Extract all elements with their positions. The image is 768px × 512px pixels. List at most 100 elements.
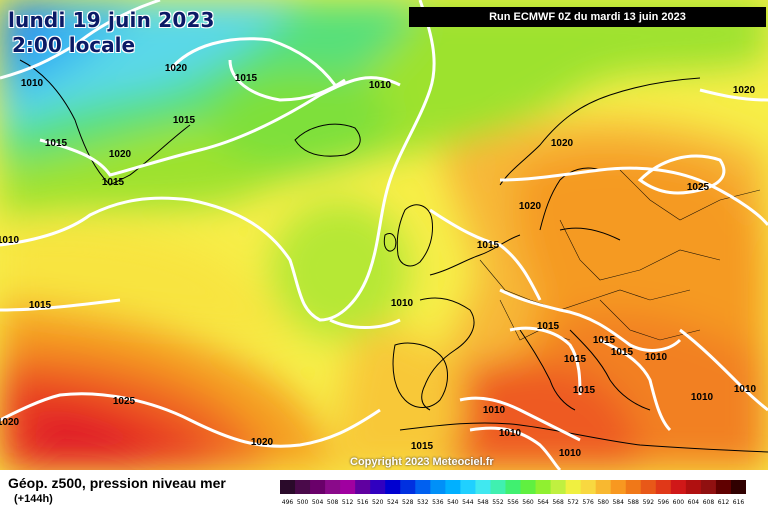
isobar-label: 1020 — [0, 417, 20, 428]
british-isles-coast — [383, 204, 433, 267]
isobar-labels: 1010102010151010101510201015101510201025… — [0, 63, 757, 459]
coastlines — [19, 59, 768, 453]
scale-tick-label: 608 — [703, 499, 715, 506]
scale-tick-label: 528 — [402, 499, 414, 506]
scale-tick-label: 588 — [628, 499, 640, 506]
isobar-label: 1015 — [593, 335, 616, 346]
isobar-line — [499, 288, 682, 352]
isobar-line — [499, 166, 768, 226]
scale-swatch — [370, 480, 386, 494]
scale-tick-label: 564 — [537, 499, 549, 506]
isobar-line — [0, 392, 381, 448]
scale-tick-label: 496 — [282, 499, 294, 506]
isobar-label: 1015 — [611, 347, 634, 358]
isobar-line — [459, 396, 581, 442]
scale-tick-label: 520 — [372, 499, 384, 506]
isobar-line — [228, 59, 346, 102]
scale-tick-label: 600 — [673, 499, 685, 506]
scale-tick-label: 500 — [297, 499, 309, 506]
scandinavia-coast — [499, 77, 701, 241]
isobar-line — [0, 0, 161, 80]
scale-tick-label: 508 — [327, 499, 339, 506]
scale-tick-label: 572 — [567, 499, 579, 506]
run-info-banner: Run ECMWF 0Z du mardi 13 juin 2023 — [409, 7, 766, 27]
scale-tick-label: 536 — [432, 499, 444, 506]
scale-swatch — [280, 480, 296, 494]
isobars — [0, 0, 768, 470]
scale-tick-label: 556 — [507, 499, 519, 506]
scale-tick-label: 516 — [357, 499, 369, 506]
scale-tick-label: 524 — [387, 499, 399, 506]
isobar-label: 1020 — [551, 138, 574, 149]
weather-map: 1010102010151010101510201015101510201025… — [0, 0, 768, 470]
isobar-line — [509, 326, 582, 396]
scale-tick-label: 568 — [552, 499, 564, 506]
scale-swatch — [505, 480, 522, 494]
isobar-line — [429, 208, 542, 301]
scale-tick-label: 612 — [718, 499, 730, 506]
isobar-label: 1020 — [519, 201, 542, 212]
isobar-label: 1020 — [733, 85, 756, 96]
isobar-label: 1025 — [687, 182, 710, 193]
scale-swatch — [475, 480, 491, 494]
isobar-label: 1015 — [411, 441, 434, 452]
scale-tick-label: 512 — [342, 499, 354, 506]
isobar-label: 1015 — [537, 321, 560, 332]
isobar-line — [469, 426, 562, 470]
color-scale: 496 500 504 508 512 516 520 524 528 532 536 540 544 5… — [280, 480, 746, 506]
isobar-label: 1020 — [109, 149, 132, 160]
isobar-label: 1015 — [573, 385, 596, 396]
lead-time-label: (+144h) — [14, 493, 53, 505]
scale-swatch — [625, 480, 642, 494]
forecast-date: lundi 19 juin 2023 — [8, 8, 215, 32]
scale-swatch — [685, 480, 702, 494]
scale-swatch — [550, 480, 567, 494]
scale-swatch — [520, 480, 537, 494]
isobar-label: 1010 — [483, 405, 506, 416]
iceland-coast — [294, 123, 361, 157]
scale-tick-label: 504 — [312, 499, 324, 506]
isobar-label: 1015 — [564, 354, 587, 365]
isobar-label: 1015 — [102, 177, 125, 188]
scale-tick-label: 532 — [417, 499, 429, 506]
scale-swatch — [535, 480, 552, 494]
scale-swatch — [295, 480, 311, 494]
isobar-label: 1010 — [645, 352, 668, 363]
isobar-label: 1010 — [369, 80, 392, 91]
scale-tick-label: 540 — [447, 499, 459, 506]
isobar-label: 1015 — [29, 300, 52, 311]
scale-swatch — [700, 480, 717, 494]
scale-tick-label: 580 — [597, 499, 609, 506]
isobar-line — [699, 88, 768, 102]
isobar-line — [39, 76, 401, 177]
scale-tick-label: 548 — [477, 499, 489, 506]
scale-swatch — [460, 480, 476, 494]
italy-coast — [519, 329, 576, 411]
scale-swatch — [385, 480, 401, 494]
isobar-line — [0, 298, 121, 312]
scale-tick-label: 552 — [492, 499, 504, 506]
isobar-label: 1015 — [477, 240, 500, 251]
isobar-line — [0, 0, 436, 322]
scale-tick-label: 604 — [688, 499, 700, 506]
scale-tick-label: 584 — [612, 499, 624, 506]
scale-tick-label: 544 — [462, 499, 474, 506]
isobar-label: 1015 — [235, 73, 258, 84]
isobar-label: 1010 — [734, 384, 757, 395]
scale-swatch — [715, 480, 732, 494]
north-africa-coast — [399, 422, 768, 453]
isobar-label: 1010 — [499, 428, 522, 439]
scale-tick-label: 596 — [658, 499, 670, 506]
scale-swatch — [415, 480, 431, 494]
scale-swatch — [490, 480, 506, 494]
scale-swatch — [655, 480, 672, 494]
isobar-line — [329, 318, 401, 329]
isobar-line — [599, 338, 672, 432]
scale-swatch — [730, 480, 746, 494]
isobar-line — [168, 37, 337, 86]
scale-swatch — [325, 480, 341, 494]
isobar-label: 1010 — [21, 78, 44, 89]
scale-swatch — [670, 480, 687, 494]
isobar-label: 1010 — [391, 298, 414, 309]
scale-swatch — [445, 480, 461, 494]
